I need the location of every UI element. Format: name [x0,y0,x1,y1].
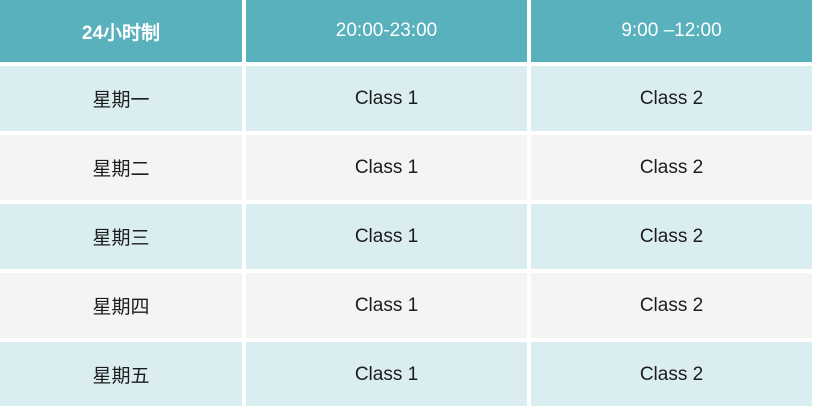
day-label-thursday: 星期四 [0,273,242,338]
day-label-tuesday: 星期二 [0,135,242,200]
day-label-monday: 星期一 [0,66,242,131]
schedule-cell-friday-slot2: Class 2 [531,342,812,406]
schedule-cell-monday-slot1: Class 1 [246,66,527,131]
schedule-cell-thursday-slot1: Class 1 [246,273,527,338]
schedule-cell-monday-slot2: Class 2 [531,66,812,131]
schedule-cell-wednesday-slot1: Class 1 [246,204,527,269]
schedule-cell-thursday-slot2: Class 2 [531,273,812,338]
schedule-cell-friday-slot1: Class 1 [246,342,527,406]
schedule-cell-tuesday-slot1: Class 1 [246,135,527,200]
schedule-cell-tuesday-slot2: Class 2 [531,135,812,200]
header-cell-evening-slot: 20:00-23:00 [246,0,527,62]
day-label-wednesday: 星期三 [0,204,242,269]
header-cell-morning-slot: 9:00 –12:00 [531,0,812,62]
day-label-friday: 星期五 [0,342,242,406]
schedule-cell-wednesday-slot2: Class 2 [531,204,812,269]
header-cell-time-format: 24小时制 [0,0,242,62]
